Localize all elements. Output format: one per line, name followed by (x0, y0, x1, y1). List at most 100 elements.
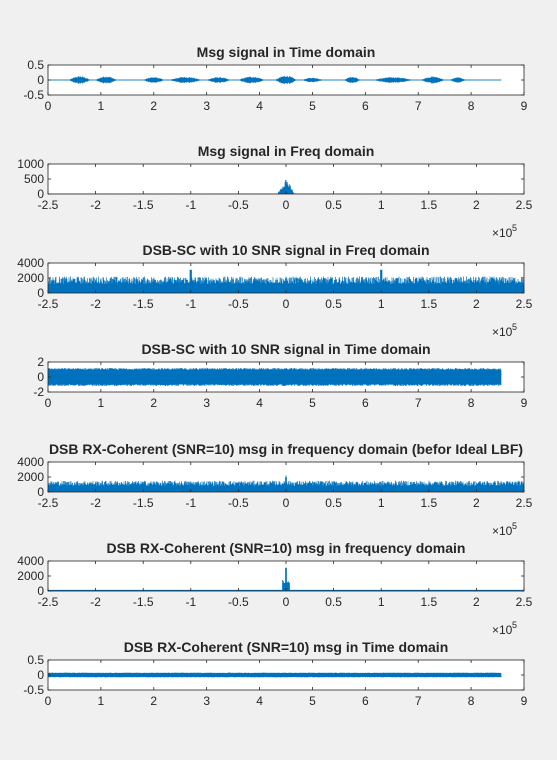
x-tick-label: -2 (90, 297, 101, 311)
series-line (48, 368, 502, 386)
x-tick-label: 3 (203, 396, 210, 410)
x-tick-label: 1.5 (420, 496, 437, 510)
y-tick-label: 0 (37, 370, 44, 384)
series-line (282, 567, 290, 591)
y-tick-label: 0 (37, 73, 44, 87)
x-tick-label: 5 (309, 694, 316, 708)
x-tick-label: 8 (468, 396, 475, 410)
x-tick-label: 2 (473, 297, 480, 311)
x-tick-label: 9 (521, 396, 528, 410)
y-tick-label: 4000 (17, 554, 44, 568)
x-tick-label: -1.5 (133, 496, 154, 510)
x-tick-label: -2 (90, 198, 101, 212)
x-tick-label: 2 (150, 694, 157, 708)
y-tick-label: -2 (33, 385, 44, 399)
x-tick-label: -0.5 (228, 496, 249, 510)
subplot-3: -2.5 -2 -1.5 -1 -0.5 0 0.5 1 1.5 2 2.5400020000DSB… (17, 242, 532, 339)
y-tick-label: 0 (37, 485, 44, 499)
x-tick-label: 7 (415, 694, 422, 708)
x-tick-label: -2 (90, 595, 101, 609)
x-exponent-value: 5 (512, 521, 517, 531)
x-tick-label: 3 (203, 99, 210, 113)
x-tick-label: -2.5 (38, 198, 59, 212)
x-tick-label: -2.5 (38, 297, 59, 311)
x-tick-label: -1.5 (133, 297, 154, 311)
y-tick-label: 2 (37, 355, 44, 369)
y-tick-label: 0 (37, 286, 44, 300)
x-tick-label: -0.5 (228, 595, 249, 609)
y-tick-label: 0 (37, 187, 44, 201)
x-tick-label: 9 (521, 694, 528, 708)
x-tick-label: 1 (98, 99, 105, 113)
x-exponent-label: ×10 (492, 226, 513, 240)
x-tick-label: -2 (90, 496, 101, 510)
y-tick-label: 2000 (17, 470, 44, 484)
x-tick-label: -1 (185, 595, 196, 609)
y-tick-label: -0.5 (23, 683, 44, 697)
subplot-2: -2.5 -2 -1.5 -1 -0.5 0 0.5 1 1.5 2 2.510005000Msg … (17, 143, 532, 240)
x-tick-label: 0.5 (325, 595, 342, 609)
y-tick-label: 4000 (17, 455, 44, 469)
y-tick-label: 4000 (17, 256, 44, 270)
x-tick-label: 2.5 (516, 297, 533, 311)
x-exponent-label: ×10 (492, 524, 513, 538)
x-tick-label: -1 (185, 198, 196, 212)
subplot-6: -2.5 -2 -1.5 -1 -0.5 0 0.5 1 1.5 2 2.5400020000DSB… (17, 540, 532, 637)
y-tick-label: 500 (24, 172, 44, 186)
x-tick-label: 1.5 (420, 198, 437, 212)
x-tick-label: 1 (378, 595, 385, 609)
y-tick-label: -0.5 (23, 88, 44, 102)
y-tick-label: 2000 (17, 271, 44, 285)
x-tick-label: 7 (415, 99, 422, 113)
x-tick-label: 1 (378, 496, 385, 510)
y-tick-label: 0.5 (27, 58, 44, 72)
x-tick-label: 1 (378, 198, 385, 212)
x-tick-label: 0 (283, 297, 290, 311)
x-tick-label: 6 (362, 694, 369, 708)
x-exponent-value: 5 (512, 322, 517, 332)
subplot-title: DSB RX-Coherent (SNR=10) msg in Time dom… (124, 639, 449, 655)
x-tick-label: 2 (473, 595, 480, 609)
x-tick-label: 4 (256, 396, 263, 410)
x-tick-label: -0.5 (228, 297, 249, 311)
subplot-title: DSB RX-Coherent (SNR=10) msg in frequenc… (106, 540, 465, 556)
x-exponent-value: 5 (512, 620, 517, 630)
x-tick-label: 2 (150, 99, 157, 113)
x-tick-label: 8 (468, 694, 475, 708)
x-tick-label: 2.5 (516, 595, 533, 609)
y-tick-label: 1000 (17, 157, 44, 171)
y-tick-label: 0 (37, 584, 44, 598)
x-exponent-label: ×10 (492, 623, 513, 637)
x-tick-label: -1 (185, 496, 196, 510)
x-tick-label: 3 (203, 694, 210, 708)
x-tick-label: 2.5 (516, 496, 533, 510)
x-tick-label: -2.5 (38, 595, 59, 609)
x-tick-label: 4 (256, 99, 263, 113)
x-tick-label: 0 (283, 198, 290, 212)
x-tick-label: 5 (309, 99, 316, 113)
x-tick-label: -1.5 (133, 198, 154, 212)
subplot-title: DSB-SC with 10 SNR signal in Freq domain (142, 242, 429, 258)
x-tick-label: 2.5 (516, 198, 533, 212)
x-tick-label: -1 (185, 297, 196, 311)
y-tick-label: 0.5 (27, 653, 44, 667)
series-line (48, 75, 502, 85)
x-tick-label: 6 (362, 99, 369, 113)
x-tick-label: 4 (256, 694, 263, 708)
subplot-5: -2.5 -2 -1.5 -1 -0.5 0 0.5 1 1.5 2 2.5400020000DSB… (17, 441, 532, 538)
x-tick-label: 1 (378, 297, 385, 311)
x-tick-label: 0 (45, 396, 52, 410)
x-tick-label: 1.5 (420, 595, 437, 609)
x-tick-label: 0.5 (325, 297, 342, 311)
x-tick-label: -1.5 (133, 595, 154, 609)
subplot-title: DSB RX-Coherent (SNR=10) msg in frequenc… (49, 441, 523, 457)
x-tick-label: 1 (98, 396, 105, 410)
x-tick-label: 0.5 (325, 198, 342, 212)
x-tick-label: 1.5 (420, 297, 437, 311)
x-exponent-label: ×10 (492, 325, 513, 339)
x-tick-label: -0.5 (228, 198, 249, 212)
